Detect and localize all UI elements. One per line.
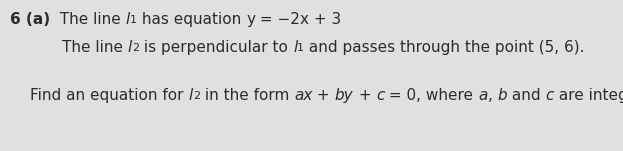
Text: is perpendicular to: is perpendicular to — [140, 40, 293, 55]
Text: +: + — [353, 88, 376, 103]
Text: 6 (a): 6 (a) — [10, 12, 50, 27]
Text: y: y — [246, 12, 255, 27]
Text: Find an equation for: Find an equation for — [30, 88, 188, 103]
Text: a: a — [478, 88, 488, 103]
Text: ax: ax — [294, 88, 312, 103]
Text: has equation: has equation — [137, 12, 246, 27]
Text: c: c — [546, 88, 554, 103]
Text: 1: 1 — [297, 43, 304, 53]
Text: The line: The line — [50, 12, 126, 27]
Text: b: b — [497, 88, 507, 103]
Text: ,: , — [488, 88, 497, 103]
Text: are integers.: are integers. — [554, 88, 623, 103]
Text: 1: 1 — [130, 15, 137, 25]
Text: c: c — [376, 88, 384, 103]
Text: = −2: = −2 — [255, 12, 300, 27]
Text: +: + — [312, 88, 335, 103]
Text: l: l — [126, 12, 130, 27]
Text: and: and — [507, 88, 546, 103]
Text: x: x — [300, 12, 309, 27]
Text: 2: 2 — [132, 43, 140, 53]
Text: l: l — [188, 88, 193, 103]
Text: l: l — [128, 40, 132, 55]
Text: + 3: + 3 — [309, 12, 341, 27]
Text: = 0, where: = 0, where — [384, 88, 478, 103]
Text: by: by — [335, 88, 353, 103]
Text: and passes through the point (5, 6).: and passes through the point (5, 6). — [304, 40, 585, 55]
Text: The line: The line — [62, 40, 128, 55]
Text: l: l — [293, 40, 297, 55]
Text: in the form: in the form — [200, 88, 294, 103]
Text: 2: 2 — [193, 91, 200, 101]
